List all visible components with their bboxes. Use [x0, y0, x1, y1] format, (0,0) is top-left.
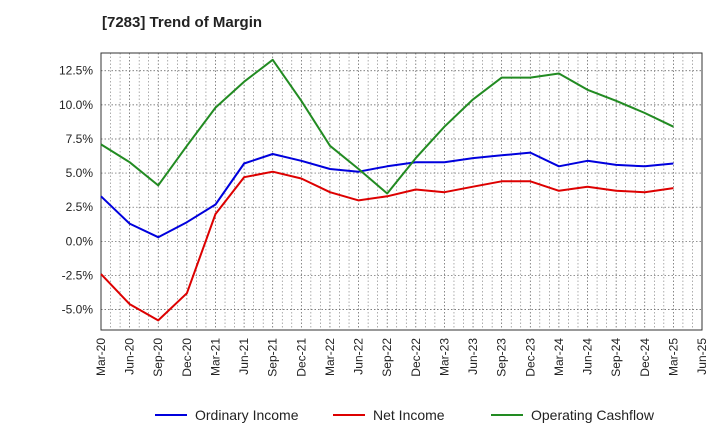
y-tick-label: 7.5%	[66, 132, 94, 146]
series-line-net-income	[100, 170, 674, 322]
y-tick-label: -2.5%	[62, 268, 94, 282]
x-tick-label: Sep-23	[495, 338, 509, 377]
x-tick-label: Jun-23	[466, 338, 480, 375]
x-tick-label: Sep-22	[380, 338, 394, 377]
x-tick-label: Jun-21	[237, 338, 251, 375]
x-tick-label: Mar-21	[208, 338, 222, 376]
series-line-operating-cashflow	[100, 58, 674, 195]
y-tick-label: 5.0%	[66, 166, 94, 180]
legend-label: Ordinary Income	[195, 407, 299, 423]
plot-area	[101, 53, 702, 330]
legend-label: Net Income	[373, 407, 445, 423]
x-tick-label: Jun-20	[123, 338, 137, 375]
y-tick-label: -5.0%	[62, 303, 94, 317]
series-line-ordinary-income	[100, 151, 674, 239]
legend-label: Operating Cashflow	[531, 407, 655, 423]
plot-border	[100, 52, 703, 331]
x-tick-label: Jun-22	[352, 338, 366, 375]
x-tick-label: Mar-22	[323, 338, 337, 376]
x-tick-label: Mar-24	[552, 338, 566, 376]
y-tick-label: 2.5%	[66, 200, 94, 214]
x-tick-label: Mar-23	[437, 338, 451, 376]
x-tick-label: Dec-22	[409, 338, 423, 377]
x-tick-label: Dec-20	[180, 338, 194, 377]
chart-title: [7283] Trend of Margin	[102, 14, 263, 31]
y-tick-label: 12.5%	[59, 64, 93, 78]
x-tick-label: Jun-24	[581, 338, 595, 375]
x-tick-label: Dec-21	[294, 338, 308, 377]
x-tick-label: Mar-20	[94, 338, 108, 376]
x-tick-label: Sep-21	[266, 338, 280, 377]
x-tick-label: Dec-24	[638, 338, 652, 377]
y-tick-label: 0.0%	[66, 234, 94, 248]
x-tick-label: Mar-25	[666, 338, 680, 376]
x-tick-label: Jun-25	[695, 338, 709, 375]
y-tick-label: 10.0%	[59, 98, 93, 112]
x-tick-label: Sep-24	[609, 338, 623, 377]
x-tick-label: Dec-23	[523, 338, 537, 377]
x-tick-label: Sep-20	[151, 338, 165, 377]
